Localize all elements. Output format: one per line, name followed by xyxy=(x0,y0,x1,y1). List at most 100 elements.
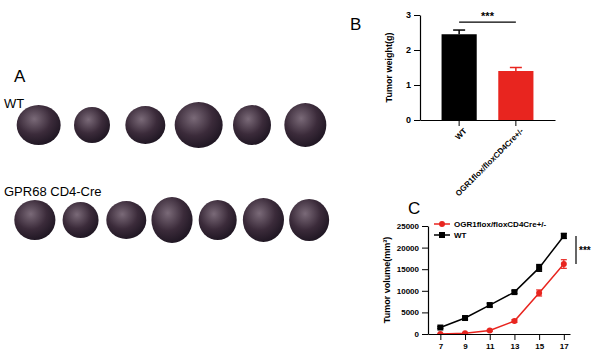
marker xyxy=(561,261,567,267)
tumor xyxy=(17,105,61,145)
tumor xyxy=(106,201,146,239)
tumor xyxy=(125,106,165,144)
panel-b: B 0 1 2 3 WTOGR1flox/floxCD4Cre+/- Tumor weigh… xyxy=(350,10,556,198)
tick: 5000 xyxy=(401,308,428,317)
tick-label: 0 xyxy=(415,330,420,339)
axis-line xyxy=(429,334,571,335)
legend-marker xyxy=(439,232,445,238)
tick: 0 xyxy=(406,115,420,125)
marker xyxy=(536,265,542,271)
marker xyxy=(487,328,493,334)
tick: 9 xyxy=(463,334,468,351)
tick-label: 10000 xyxy=(397,287,420,296)
error-cap xyxy=(453,29,465,31)
tick: 1 xyxy=(406,80,420,90)
tumor xyxy=(233,105,271,145)
marker xyxy=(511,318,517,324)
group-label: WT xyxy=(4,96,24,111)
tick-mark xyxy=(414,50,420,51)
tick: 11 xyxy=(486,334,495,351)
tick-label: 15000 xyxy=(397,265,420,274)
tick-mark xyxy=(440,334,441,340)
panel-a: A WT GPR68 CD4-Cre xyxy=(4,67,329,243)
legend-marker xyxy=(439,221,445,227)
panel-label: A xyxy=(14,67,26,86)
series-line xyxy=(440,236,563,328)
tick-mark xyxy=(490,334,491,340)
tick: 20000 xyxy=(397,244,428,253)
tick-mark xyxy=(414,15,420,16)
error-cap xyxy=(561,259,567,260)
tick: WT xyxy=(453,120,468,142)
marker xyxy=(437,325,443,331)
error-cap xyxy=(510,67,522,69)
tick-mark xyxy=(422,334,428,335)
tick-mark xyxy=(422,291,428,292)
tumor xyxy=(199,200,237,240)
tick: 17 xyxy=(560,334,569,351)
tick-label: 3 xyxy=(406,10,411,20)
tick-label: 11 xyxy=(486,342,495,351)
axis-line xyxy=(428,227,429,335)
marker xyxy=(462,330,468,334)
error-bar xyxy=(453,30,465,34)
x-axis: 7911131517 xyxy=(429,334,571,351)
tick-mark xyxy=(422,312,428,313)
tick-label: 20000 xyxy=(397,244,420,253)
y-axis: 0 1 2 3 xyxy=(406,10,421,125)
panel-label: B xyxy=(350,15,361,34)
tumor xyxy=(175,102,223,148)
tick-label: WT xyxy=(453,126,468,141)
error-cap xyxy=(536,264,542,265)
tick-label: OGR1flox/floxCD4Cre+/- xyxy=(454,126,526,198)
error-bar xyxy=(510,68,522,72)
tick: 2 xyxy=(406,45,420,55)
tick: 3 xyxy=(406,10,420,20)
tick-mark xyxy=(515,120,516,126)
tumor xyxy=(14,200,55,240)
annotation: *** xyxy=(579,245,591,256)
tick-mark xyxy=(422,269,428,270)
tick-label: 0 xyxy=(406,115,411,125)
tumor xyxy=(74,107,110,143)
error-cap xyxy=(536,271,542,272)
tick: 15000 xyxy=(397,265,428,274)
marker xyxy=(561,233,567,239)
marker xyxy=(487,302,493,308)
error-bar xyxy=(561,233,567,238)
tick-label: 13 xyxy=(510,342,519,351)
marker xyxy=(462,315,468,321)
bar xyxy=(442,34,477,120)
tick-mark xyxy=(459,120,460,126)
panel-c: C05000100001500020000250007911131517Tumo… xyxy=(382,199,591,351)
group-label: GPR68 CD4-Cre xyxy=(4,184,102,199)
x-axis: WTOGR1flox/floxCD4Cre+/- xyxy=(421,120,556,198)
tick: 25000 xyxy=(397,222,428,231)
tick-mark xyxy=(514,334,515,340)
axis-title: Tumor volume(mm³) xyxy=(382,237,392,323)
annotation: *** xyxy=(481,10,495,22)
tick: 13 xyxy=(510,334,519,351)
error-bar xyxy=(536,290,542,296)
axis-title: Tumor weight(g) xyxy=(384,33,394,103)
legend-item: WT xyxy=(434,231,467,240)
tick-mark xyxy=(414,120,420,121)
significance-bracket xyxy=(575,236,576,264)
tick: 7 xyxy=(439,334,444,351)
legend-label: OGR1flox/floxCD4Cre+/- xyxy=(454,220,547,229)
tick: 10000 xyxy=(397,287,428,296)
tick: 0 xyxy=(415,330,428,339)
tumor xyxy=(289,199,329,241)
tick-mark xyxy=(414,85,420,86)
tick-mark xyxy=(564,334,565,340)
tick-label: 1 xyxy=(406,80,411,90)
bar xyxy=(498,71,533,120)
marker xyxy=(536,290,542,296)
bars xyxy=(442,30,534,120)
panel-label: C xyxy=(408,199,420,218)
tick-mark xyxy=(539,334,540,340)
legend: OGR1flox/floxCD4Cre+/- WT xyxy=(434,220,547,240)
tumor xyxy=(284,103,326,147)
error-bar xyxy=(536,264,542,271)
tumor xyxy=(243,198,284,242)
